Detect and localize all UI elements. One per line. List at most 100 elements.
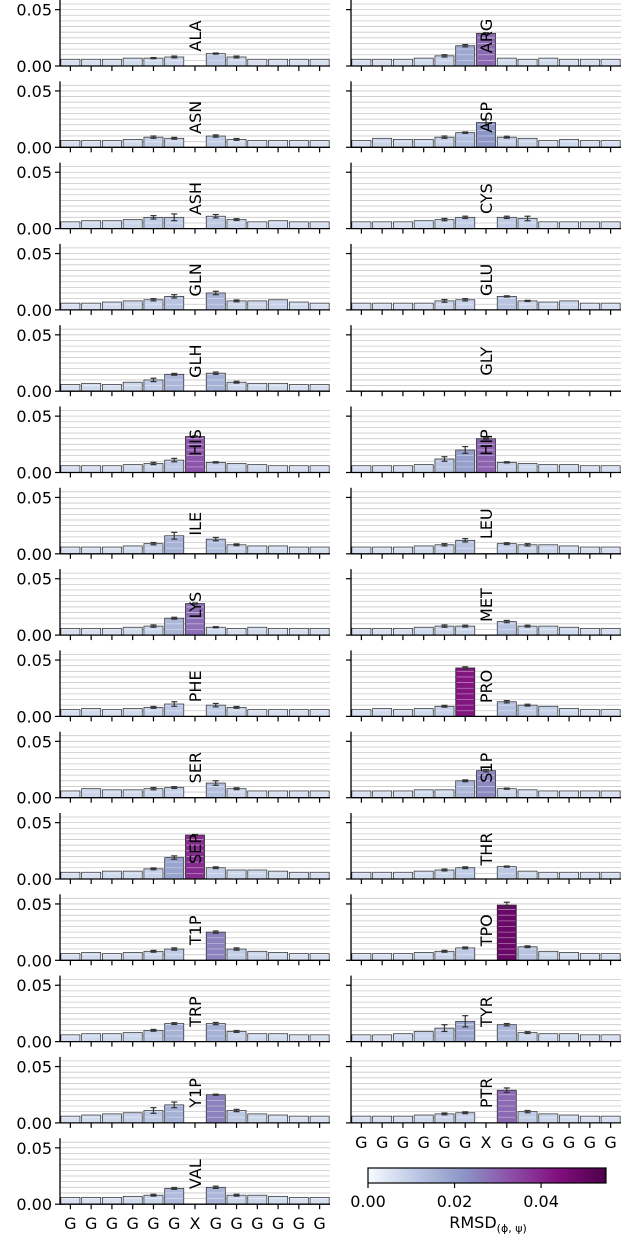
x-tick-label: G — [501, 1133, 513, 1152]
residue-label: VAL — [186, 1159, 205, 1189]
bar — [538, 1033, 559, 1042]
bar — [81, 1033, 102, 1042]
y-tick-label: 0.00 — [16, 464, 52, 483]
bar — [122, 300, 143, 311]
residue-label: S1P — [477, 752, 496, 782]
x-tick-label: G — [64, 1214, 76, 1233]
x-tick-label: G — [210, 1214, 222, 1233]
residue-label: ILE — [186, 512, 205, 536]
bar — [247, 545, 268, 555]
bar — [538, 464, 559, 473]
bar — [205, 372, 226, 392]
bar — [247, 869, 268, 880]
panel-t1p: 0.00 0.05 T1P — [16, 894, 330, 970]
panel-grid: 0.00 0.05 ALA ARG 0.00 0.05 ASN ASP 0.00 0.05 ASH C… — [16, 0, 621, 1233]
bar — [247, 464, 268, 473]
bar — [559, 708, 579, 717]
bar — [455, 667, 476, 717]
bar — [538, 950, 559, 961]
bar — [496, 866, 517, 880]
panel-glu: GLU — [346, 243, 621, 315]
y-tick-label: 0.00 — [16, 138, 52, 157]
x-tick-label: G — [355, 1133, 367, 1152]
panel-trp: 0.00 0.05 TRP — [16, 975, 330, 1052]
bar — [122, 219, 143, 229]
panel-s1p: S1P — [346, 731, 621, 803]
residue-label: GLH — [186, 345, 205, 378]
bar — [205, 53, 226, 67]
bar — [517, 463, 538, 473]
residue-label: PRO — [477, 670, 496, 703]
residue-label: Y1P — [186, 1078, 205, 1109]
bar — [496, 136, 517, 148]
bar — [102, 301, 122, 311]
residue-label: TYR — [477, 996, 496, 1028]
bar — [455, 1112, 476, 1124]
bar — [413, 139, 434, 148]
x-tick-label: G — [584, 1133, 596, 1152]
x-tick-label: G — [563, 1133, 575, 1152]
residue-label: CYS — [477, 183, 496, 214]
bar — [413, 626, 434, 636]
bar — [372, 137, 393, 148]
residue-label: GLU — [477, 264, 496, 296]
panel-tyr: TYR — [346, 975, 621, 1047]
x-tick-label: G — [521, 1133, 533, 1152]
bar — [434, 789, 455, 799]
bar — [496, 1024, 517, 1042]
bar — [559, 545, 579, 555]
bar — [413, 220, 434, 229]
panel-thr: THR — [346, 813, 621, 884]
bar — [122, 1032, 143, 1042]
colorbar-tick-label: 0.02 — [437, 1192, 473, 1211]
residue-label: SEP — [186, 834, 205, 864]
panel-arg: ARG — [346, 0, 621, 71]
bar — [122, 1195, 143, 1205]
bar — [205, 292, 226, 311]
bar — [143, 57, 164, 67]
x-tick-label: G — [459, 1133, 471, 1152]
bar — [268, 1114, 288, 1124]
bar — [122, 870, 143, 880]
y-tick-label: 0.05 — [16, 651, 52, 670]
residue-label: T1P — [186, 915, 205, 946]
x-tick-label: G — [376, 1133, 388, 1152]
x-tick-label: X — [190, 1214, 201, 1233]
bar — [393, 139, 413, 148]
bar — [559, 464, 579, 473]
bar — [268, 1033, 288, 1042]
bar — [247, 382, 268, 392]
bar — [538, 301, 559, 311]
bar — [413, 464, 434, 473]
panel-sep: 0.00 0.05 SEP — [16, 813, 330, 889]
y-tick-label: 0.05 — [16, 326, 52, 345]
y-tick-label: 0.00 — [16, 1114, 52, 1133]
bar — [122, 464, 143, 473]
residue-label: TRP — [186, 996, 205, 1028]
bar — [496, 57, 517, 67]
bar — [122, 57, 143, 67]
bar — [538, 57, 559, 67]
bar — [81, 952, 102, 961]
bar — [122, 381, 143, 392]
bar — [81, 1114, 102, 1124]
residue-label: ASN — [186, 101, 205, 134]
bar — [455, 132, 476, 148]
bar — [559, 1033, 579, 1042]
bar — [164, 617, 185, 636]
bar — [455, 947, 476, 961]
colorbar-label-subscript: (ϕ, ψ) — [497, 1222, 527, 1235]
x-tick-label: G — [230, 1214, 242, 1233]
bar — [538, 625, 559, 636]
bar — [205, 1186, 226, 1205]
panel-ash: 0.00 0.05 ASH — [16, 162, 330, 239]
bar — [517, 137, 538, 148]
bar — [164, 1188, 185, 1205]
residue-label: ARG — [477, 19, 496, 53]
bar — [122, 545, 143, 555]
bar — [102, 1113, 122, 1124]
bar — [393, 1033, 413, 1042]
bar — [413, 870, 434, 880]
